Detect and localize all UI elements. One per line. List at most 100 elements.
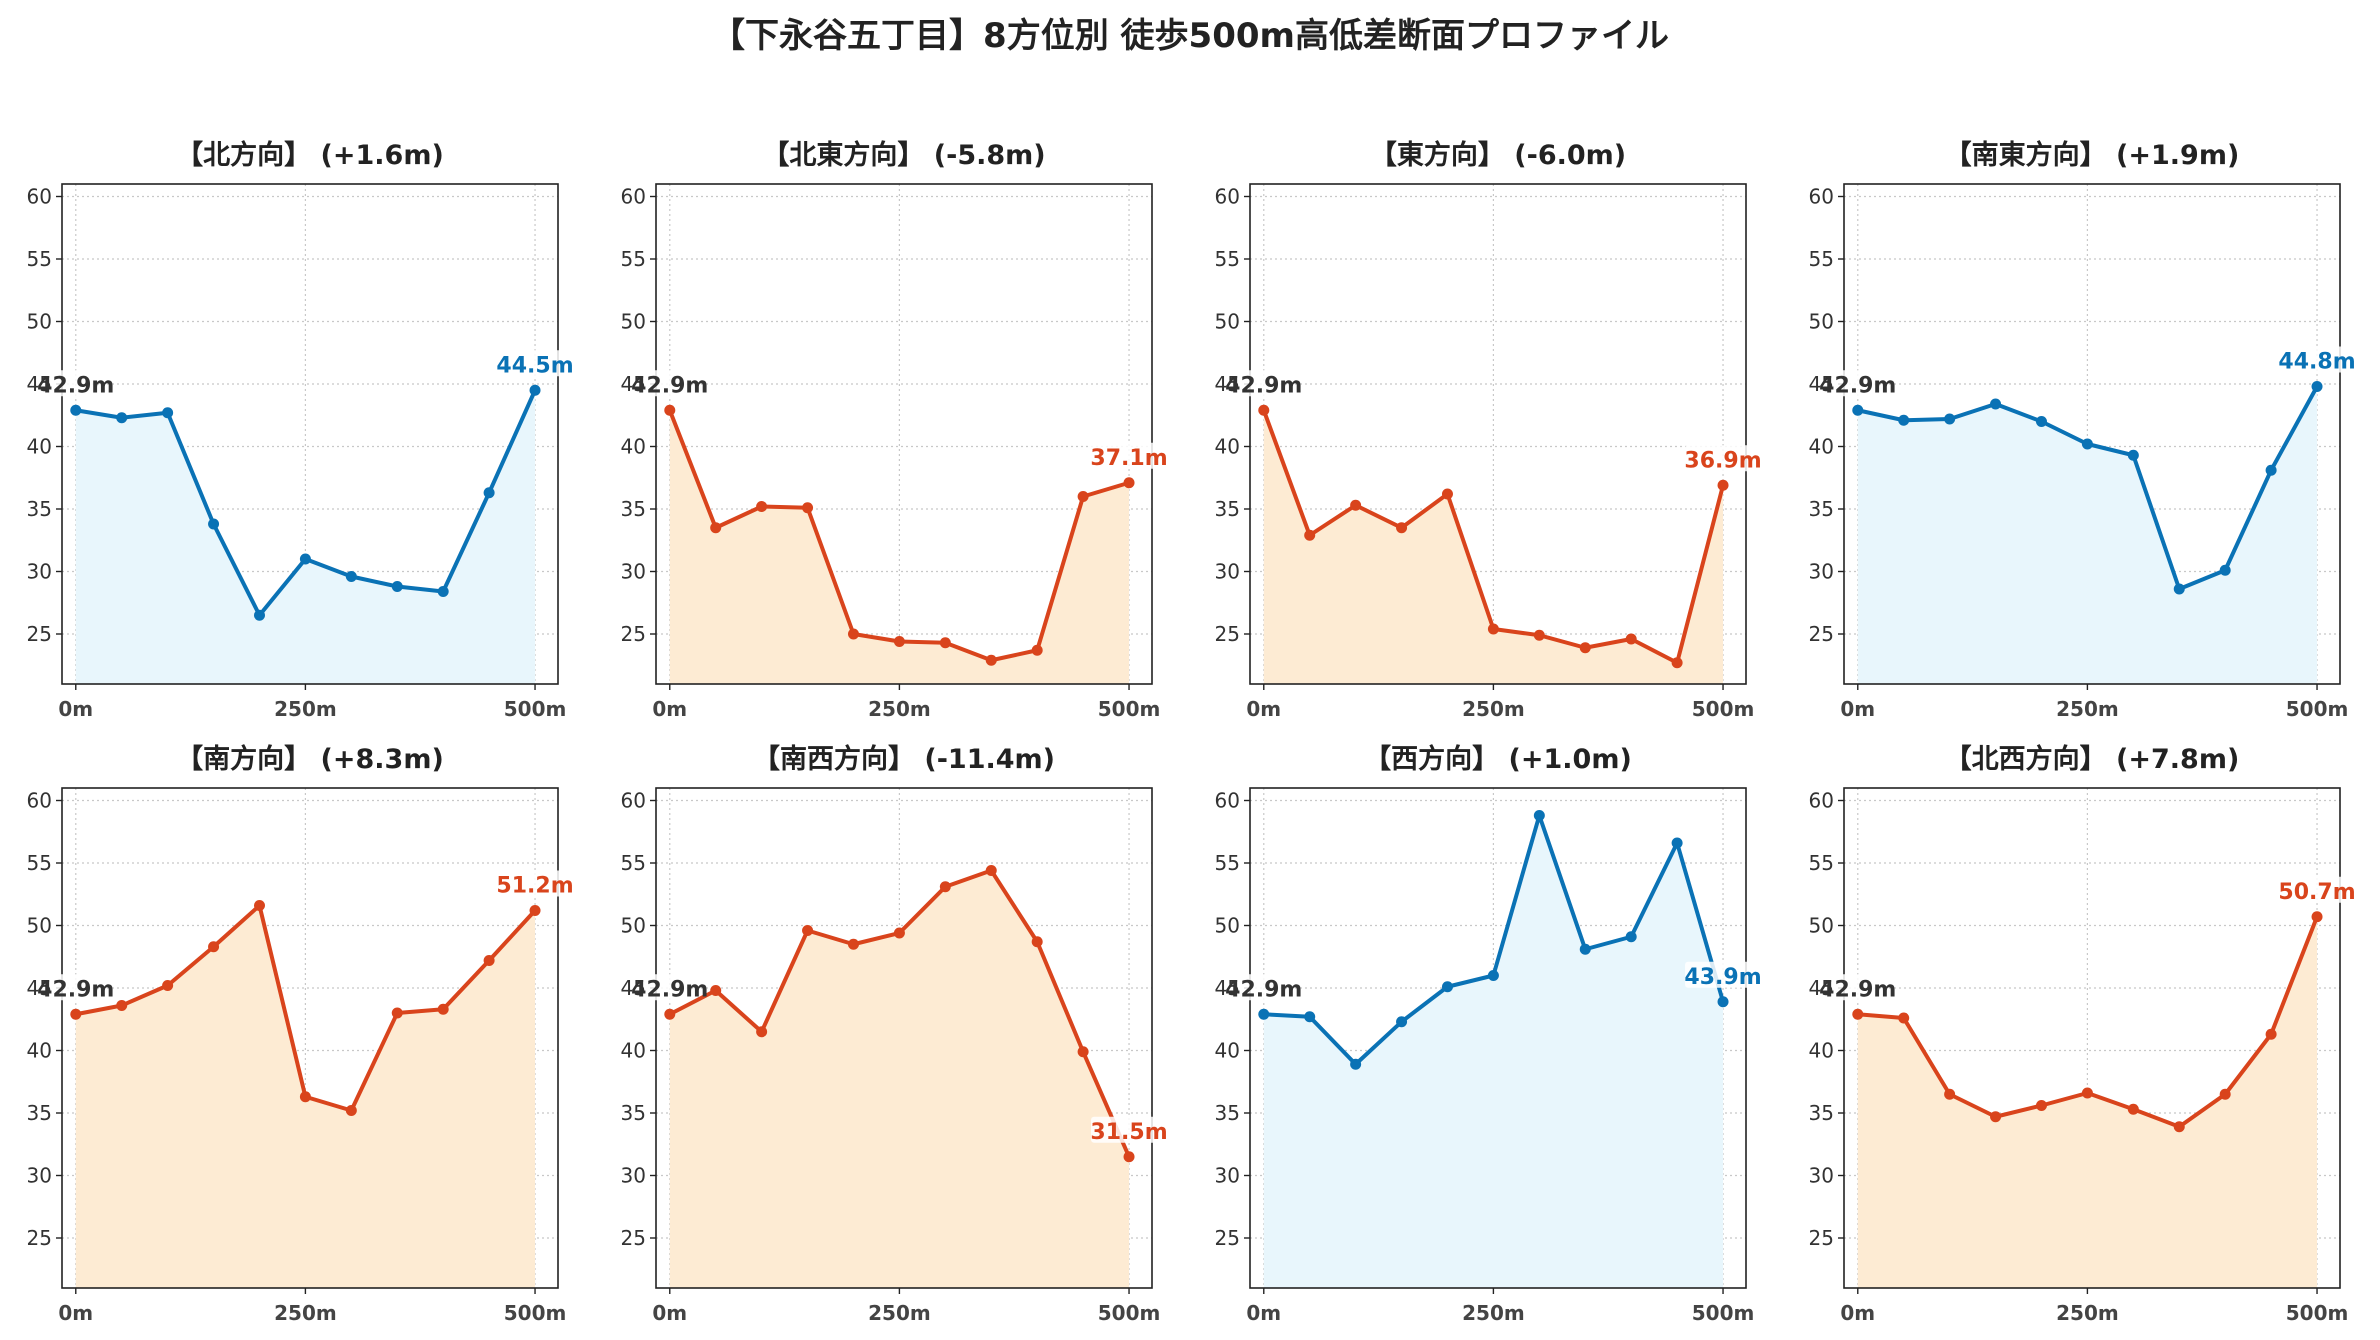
data-point [483, 955, 495, 966]
start-label: 42.9m [37, 373, 114, 398]
data-point [208, 518, 220, 530]
data-point [1441, 488, 1453, 500]
data-point [2311, 381, 2323, 392]
data-point [1031, 644, 1043, 656]
start-label: 42.9m [631, 373, 708, 398]
x-tick-label: 0m [1840, 697, 1875, 721]
elevation-area [75, 390, 536, 684]
y-tick-label: 30 [621, 560, 646, 584]
plot-frame [61, 183, 559, 685]
data-point [2035, 1100, 2047, 1111]
y-tick-label: 50 [27, 914, 52, 938]
panel-0: 25 30 35 40 45 50 55 60 0m 250m 500m 【北方向】 (+1.6m) 4… [27, 139, 574, 721]
panel-7: 25 30 35 40 45 50 55 60 0m 250m 500m 【北西方向】 (+7.8m)… [1809, 743, 2356, 1325]
x-tick-label: 250m [274, 697, 337, 721]
data-point [1898, 1012, 1910, 1024]
panel-title: 【西方向】 (+1.0m) [1364, 743, 1632, 775]
y-tick-label: 45 [27, 976, 52, 1000]
y-tick-label: 40 [27, 1039, 52, 1063]
data-point [1304, 1011, 1316, 1023]
x-tick-label: 0m [1246, 1301, 1281, 1325]
data-point [2081, 1087, 2093, 1099]
y-tick-label: 55 [1809, 851, 1834, 875]
x-tick-label: 500m [1692, 1301, 1755, 1325]
start-label-bg [1837, 370, 1878, 397]
data-point [1031, 936, 1043, 948]
data-point [2173, 583, 2185, 595]
data-point [1396, 522, 1408, 534]
y-tick-label: 30 [1215, 560, 1240, 584]
data-point [162, 407, 174, 419]
y-tick-label: 30 [27, 560, 52, 584]
data-point [1990, 1111, 2002, 1123]
x-tick-label: 500m [1098, 1301, 1161, 1325]
y-tick-label: 40 [1809, 435, 1834, 459]
end-label-bg [1685, 445, 1762, 472]
data-point [1717, 479, 1729, 491]
end-label: 50.7m [2278, 880, 2355, 905]
data-point [116, 412, 128, 424]
y-tick-label: 45 [1215, 976, 1240, 1000]
y-tick-label: 60 [27, 789, 52, 813]
data-point [162, 980, 174, 991]
data-point [939, 881, 951, 893]
y-tick-label: 55 [27, 247, 52, 271]
y-tick-label: 45 [1215, 372, 1240, 396]
data-point [1579, 943, 1591, 955]
x-tick-label: 0m [58, 1301, 93, 1325]
data-point [437, 1003, 449, 1015]
end-label: 31.5m [1090, 1120, 1167, 1145]
panel-2: 25 30 35 40 45 50 55 60 0m 250m 500m 【東方向】 (-6.0m) 4… [1215, 139, 1762, 721]
data-point [1898, 414, 1910, 426]
data-point [710, 522, 722, 534]
y-tick-label: 40 [1809, 1039, 1834, 1063]
data-point [1944, 1088, 1956, 1100]
end-label-bg [2279, 346, 2356, 373]
panel-5: 25 30 35 40 45 50 55 60 0m 250m 500m 【南西方向】 (-11.4m… [621, 743, 1168, 1325]
start-label: 42.9m [1225, 977, 1302, 1002]
x-tick-label: 500m [504, 697, 567, 721]
y-tick-label: 35 [621, 1101, 646, 1125]
plot-frame [61, 787, 559, 1289]
plot-frame [1249, 183, 1747, 685]
data-point [529, 905, 541, 916]
start-label-bg [55, 974, 96, 1001]
panel-4: 25 30 35 40 45 50 55 60 0m 250m 500m 【南方向】 (+8.3m) 4… [27, 743, 574, 1325]
data-point [847, 628, 859, 640]
y-tick-label: 45 [621, 372, 646, 396]
y-tick-label: 30 [621, 1164, 646, 1188]
x-tick-label: 0m [652, 697, 687, 721]
panel-title: 【北東方向】 (-5.8m) [762, 139, 1045, 171]
y-tick-label: 35 [621, 497, 646, 521]
data-point [345, 1105, 357, 1116]
plot-frame [1843, 183, 2341, 685]
x-tick-label: 0m [1246, 697, 1281, 721]
start-label: 42.9m [1819, 373, 1896, 398]
data-point [1533, 810, 1545, 821]
x-tick-label: 500m [1692, 697, 1755, 721]
data-point [802, 925, 814, 936]
y-tick-label: 25 [1215, 1226, 1240, 1250]
panel-1: 25 30 35 40 45 50 55 60 0m 250m 500m 【北東方向】 (-5.8m)… [621, 139, 1168, 721]
data-point [2219, 1088, 2231, 1100]
data-point [710, 985, 722, 996]
data-point [1350, 499, 1362, 511]
y-tick-label: 25 [27, 1226, 52, 1250]
y-tick-label: 50 [1215, 914, 1240, 938]
start-label-bg [1243, 974, 1284, 1001]
data-point [2265, 464, 2277, 476]
data-point [437, 586, 449, 597]
data-point [1487, 623, 1499, 635]
panel-3: 25 30 35 40 45 50 55 60 0m 250m 500m 【南東方向】 (+1.9m)… [1809, 139, 2356, 721]
x-tick-label: 250m [274, 1301, 337, 1325]
panel-title: 【東方向】 (-6.0m) [1370, 139, 1626, 171]
x-tick-label: 0m [58, 697, 93, 721]
data-point [1350, 1058, 1362, 1070]
x-tick-label: 500m [2286, 1301, 2349, 1325]
data-point [802, 502, 814, 514]
data-point [847, 938, 859, 950]
panel-title: 【北西方向】 (+7.8m) [1945, 743, 2240, 775]
data-point [2173, 1121, 2185, 1133]
data-point [664, 1008, 676, 1020]
y-tick-label: 35 [1215, 497, 1240, 521]
